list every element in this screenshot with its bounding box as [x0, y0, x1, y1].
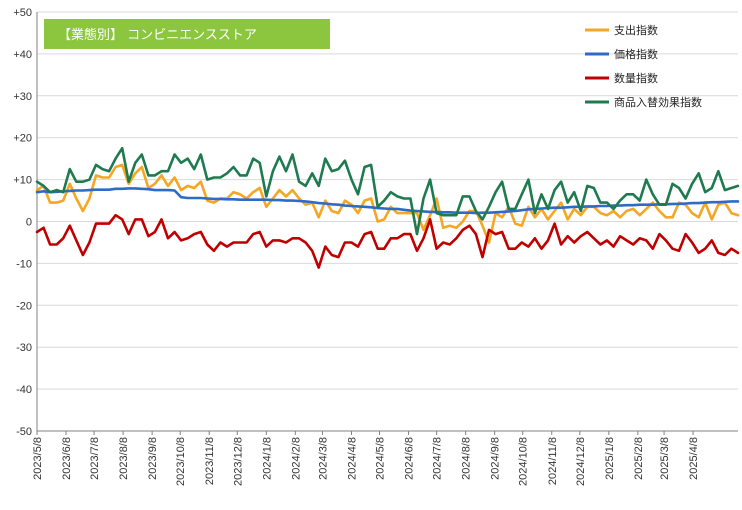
series-line: [35, 163, 740, 244]
x-tick-labels: 2023/5/8 2023/6/8 2023/7/8 2023/8/8 2023/9/8…: [32, 437, 700, 486]
x-tick-label: 2024/7/8: [432, 437, 444, 480]
legend-label: 数量指数: [614, 71, 658, 85]
series-lines: [35, 146, 740, 269]
y-tick-label: -20: [16, 300, 32, 312]
x-tick-label: 2023/10/8: [175, 437, 187, 486]
y-tick-label: +10: [13, 175, 32, 187]
y-tick-label: -30: [16, 342, 32, 354]
legend-label: 支出指数: [614, 23, 658, 37]
x-tick-label: 2025/3/8: [659, 437, 671, 480]
x-tick-label: 2024/3/8: [317, 437, 329, 480]
y-tick-label: +30: [13, 91, 32, 103]
legend-label: 商品入替効果指数: [614, 95, 702, 109]
x-tick-label: 2024/9/8: [490, 437, 502, 480]
series-line: [35, 213, 740, 269]
y-tick-label: +40: [13, 49, 32, 61]
legend-label: 価格指数: [614, 47, 658, 61]
x-tick-label: 2023/7/8: [89, 437, 101, 480]
y-tick-label: +20: [13, 133, 32, 145]
y-tick-label: 0: [26, 217, 32, 229]
x-tick-label: 2024/12/8: [575, 437, 587, 486]
y-tick-label: -40: [16, 384, 32, 396]
x-tick-label: 2023/12/8: [232, 437, 244, 486]
x-tick-label: 2024/10/8: [518, 437, 530, 486]
x-tick-label: 2024/8/8: [461, 437, 473, 480]
title-background: [44, 19, 330, 49]
series-line: [35, 187, 740, 215]
x-tick-label: 2023/5/8: [32, 437, 44, 480]
x-tick-label: 2024/1/8: [261, 437, 273, 480]
x-tick-label: 2025/2/8: [633, 437, 645, 480]
y-tick-label: -50: [16, 426, 32, 438]
x-tick-label: 2023/8/8: [118, 437, 130, 480]
series-line: [35, 146, 740, 236]
y-tick-label: -10: [16, 258, 32, 270]
x-tick-label: 2024/6/8: [404, 437, 416, 480]
chart-title: 【業態別】 コンビニエンスストア: [58, 27, 257, 43]
axes: [36, 12, 738, 435]
y-tick-labels: +50 +40 +30 +20 +10 0 -10 -20 -30 -40 -50: [13, 7, 32, 438]
x-tick-label: 2025/4/8: [688, 437, 700, 480]
x-tick-label: 2023/9/8: [147, 437, 159, 480]
y-tick-label: +50: [13, 7, 32, 19]
x-tick-label: 2025/1/8: [604, 437, 616, 480]
x-tick-label: 2023/6/8: [61, 437, 73, 480]
x-tick-label: 2024/11/8: [547, 437, 559, 485]
chart-title-box: 【業態別】 コンビニエンスストア: [44, 19, 330, 49]
x-tick-label: 2024/2/8: [290, 437, 302, 480]
x-tick-label: 2024/4/8: [346, 437, 358, 480]
x-tick-label: 2024/5/8: [375, 437, 387, 480]
x-tick-label: 2023/11/8: [204, 437, 216, 485]
